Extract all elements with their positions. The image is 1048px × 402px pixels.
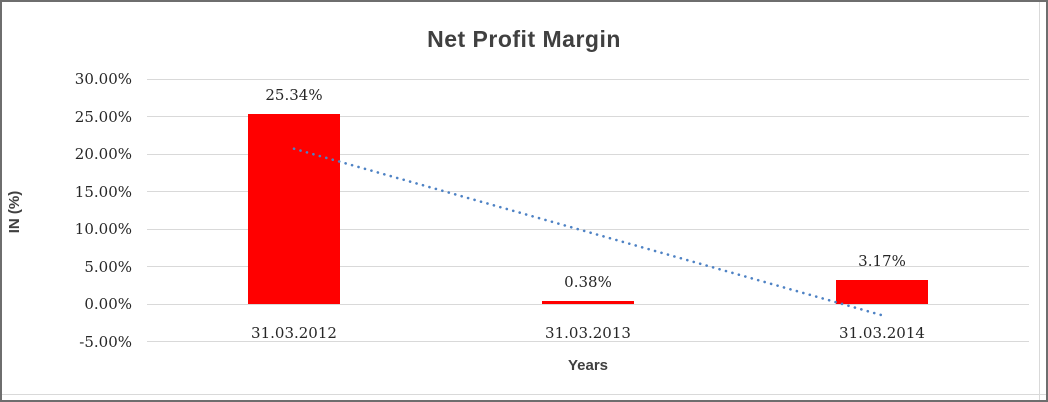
y-axis-title: IN (%) — [6, 190, 23, 234]
gridline — [147, 78, 1029, 80]
y-axis-tick-label: 10.00% — [74, 220, 132, 238]
y-axis-tick-label: 15.00% — [74, 182, 132, 201]
y-axis-tick-label: 20.00% — [74, 145, 132, 163]
gridline — [147, 341, 1029, 342]
x-axis-tick-label: 31.03.2014 — [839, 324, 925, 342]
x-axis-title: Years — [567, 357, 609, 374]
data-label: 0.38% — [564, 273, 612, 292]
y-axis-tick-label: -5.00% — [79, 332, 132, 351]
gridline — [147, 116, 1029, 117]
bar-31.03.2013 — [542, 301, 634, 304]
chart-border-right-line — [1039, 2, 1040, 400]
y-axis-tick-label: 0.00% — [84, 295, 132, 313]
chart-border-bottom-line — [2, 394, 1046, 395]
data-label: 3.17% — [858, 252, 906, 271]
x-axis-tick-label: 31.03.2012 — [251, 324, 337, 342]
x-axis-tick-label: 31.03.2013 — [545, 324, 631, 342]
y-axis-tick-label: 5.00% — [84, 257, 132, 276]
chart-title: Net Profit Margin — [427, 26, 621, 52]
y-axis-tick-label: 30.00% — [74, 70, 132, 88]
y-axis-tick-label: 25.00% — [74, 107, 132, 126]
data-label: 25.34% — [265, 85, 323, 104]
bar-31.03.2014 — [836, 280, 928, 304]
bar-31.03.2012 — [248, 113, 340, 304]
